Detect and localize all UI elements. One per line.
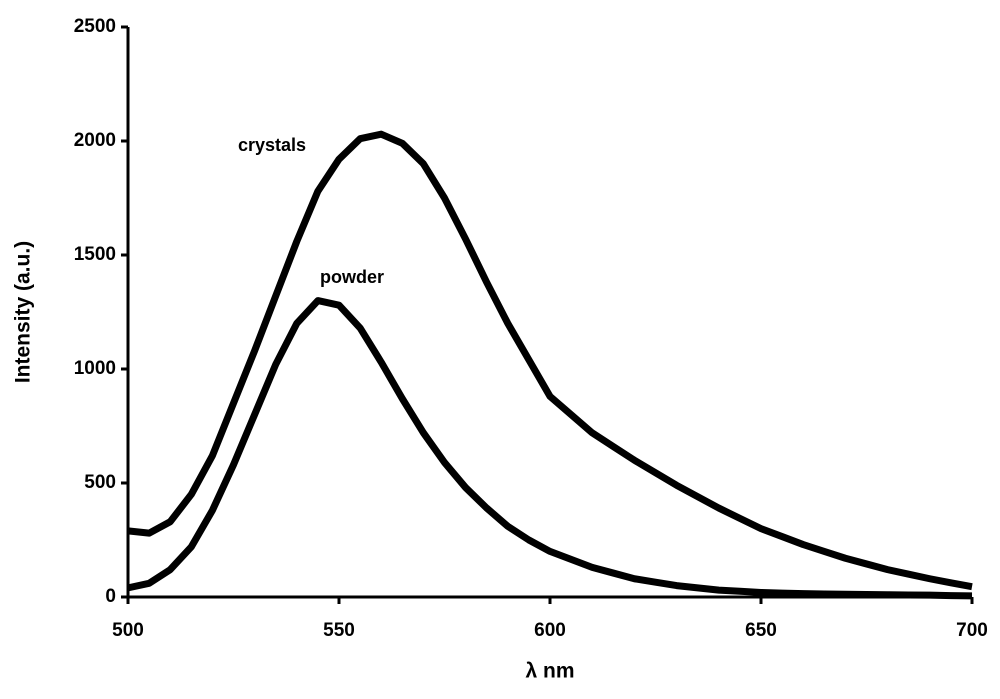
series-label: crystals bbox=[238, 135, 306, 155]
x-axis-title: λ nm bbox=[525, 660, 574, 683]
y-tick-label: 500 bbox=[84, 472, 116, 493]
y-tick-label: 1500 bbox=[74, 244, 116, 265]
series-label: powder bbox=[320, 267, 384, 287]
y-tick-label: 0 bbox=[105, 586, 116, 607]
x-tick-label: 600 bbox=[534, 620, 566, 641]
y-tick-label: 2000 bbox=[74, 130, 116, 151]
line-series bbox=[127, 297, 973, 600]
x-tick-label: 550 bbox=[323, 620, 355, 641]
y-tick-label: 1000 bbox=[74, 358, 116, 379]
y-axis-title: Intensity (a.u.) bbox=[12, 241, 35, 383]
x-tick-label: 650 bbox=[745, 620, 777, 641]
y-tick-label: 2500 bbox=[74, 16, 116, 37]
x-tick-label: 700 bbox=[956, 620, 988, 641]
line-series bbox=[127, 130, 973, 591]
x-tick-label: 500 bbox=[112, 620, 144, 641]
